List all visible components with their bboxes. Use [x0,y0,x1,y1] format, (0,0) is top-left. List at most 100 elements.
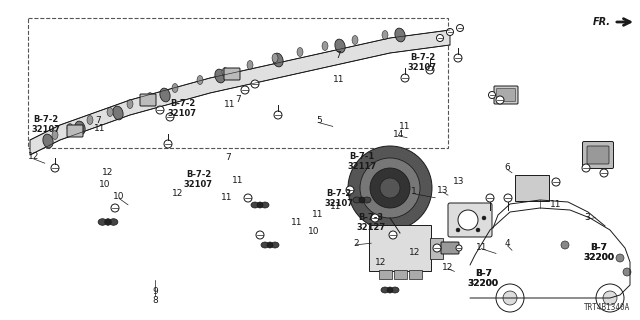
Circle shape [603,291,617,305]
Ellipse shape [147,92,153,101]
Text: 11: 11 [333,75,345,84]
Ellipse shape [43,134,53,148]
Circle shape [616,254,624,262]
Ellipse shape [322,42,328,51]
Text: B-7-2
32107: B-7-2 32107 [31,115,61,134]
Text: 3: 3 [585,213,590,222]
Ellipse shape [391,287,399,293]
FancyBboxPatch shape [587,146,609,164]
Circle shape [401,74,409,82]
Text: 12: 12 [102,168,113,177]
Circle shape [105,219,111,225]
Circle shape [561,241,569,249]
Circle shape [51,164,59,172]
Text: 11: 11 [399,122,411,131]
FancyBboxPatch shape [494,86,518,104]
Text: B-7-2
32107: B-7-2 32107 [184,170,213,189]
FancyBboxPatch shape [408,269,422,278]
Ellipse shape [75,121,85,135]
Polygon shape [30,30,450,155]
Circle shape [371,214,379,222]
Circle shape [436,35,444,42]
Text: 10: 10 [113,192,125,201]
Circle shape [267,242,273,248]
Ellipse shape [272,53,278,62]
Circle shape [241,86,249,94]
Ellipse shape [382,30,388,39]
Circle shape [370,168,410,208]
Circle shape [503,291,517,305]
Text: 11: 11 [221,193,233,202]
Circle shape [389,231,397,239]
FancyBboxPatch shape [394,269,406,278]
FancyBboxPatch shape [67,125,83,137]
Text: B-7-2
32107: B-7-2 32107 [168,99,197,118]
FancyBboxPatch shape [497,89,515,101]
Circle shape [166,113,174,121]
Text: B-7-3
32127: B-7-3 32127 [356,213,386,232]
Circle shape [456,245,462,251]
Text: 2: 2 [354,239,359,248]
Circle shape [111,204,119,212]
Text: 5: 5 [316,116,321,125]
Circle shape [458,210,478,230]
Ellipse shape [197,76,203,84]
Text: 10: 10 [99,180,110,189]
Circle shape [623,268,631,276]
Circle shape [488,92,495,99]
Ellipse shape [261,202,269,208]
Ellipse shape [113,106,123,120]
Ellipse shape [98,219,107,225]
Text: 7: 7 [335,52,340,60]
Text: 14: 14 [393,130,404,139]
Text: 12: 12 [375,258,387,267]
Text: B-7-1
32117: B-7-1 32117 [347,152,376,171]
Text: 8: 8 [152,296,157,305]
Circle shape [156,106,164,114]
Ellipse shape [381,287,389,293]
Circle shape [456,25,463,31]
FancyBboxPatch shape [140,94,156,106]
Circle shape [582,164,590,172]
Text: B-7
32200: B-7 32200 [468,269,499,288]
Text: 12: 12 [409,248,420,257]
Text: 11: 11 [550,200,561,209]
Circle shape [164,140,172,148]
Text: 10: 10 [308,228,319,236]
Text: B-7-2
32107: B-7-2 32107 [408,53,437,72]
Circle shape [251,80,259,88]
Ellipse shape [251,202,259,208]
Circle shape [387,287,393,293]
Text: 11: 11 [291,218,302,227]
Text: 4: 4 [505,239,510,248]
Text: 7: 7 [236,95,241,104]
Ellipse shape [353,197,361,203]
Circle shape [274,111,282,119]
FancyBboxPatch shape [441,242,459,254]
Circle shape [359,197,365,203]
Circle shape [360,158,420,218]
FancyBboxPatch shape [378,269,392,278]
Text: 6: 6 [505,164,510,172]
Text: TRT4B1340A: TRT4B1340A [584,303,630,312]
Circle shape [454,54,462,62]
Text: 11: 11 [94,124,106,133]
Circle shape [504,194,512,202]
Circle shape [496,284,524,312]
Ellipse shape [160,88,170,102]
Text: 13: 13 [437,186,449,195]
Ellipse shape [107,108,113,116]
Text: 12: 12 [172,189,184,198]
Circle shape [596,284,624,312]
Circle shape [496,96,504,104]
Ellipse shape [273,53,283,67]
Ellipse shape [222,68,228,76]
Ellipse shape [352,36,358,44]
Ellipse shape [67,124,73,132]
Text: 12: 12 [28,152,40,161]
Text: 7: 7 [95,116,100,125]
Ellipse shape [215,69,225,83]
Circle shape [256,231,264,239]
Text: B-7
32200: B-7 32200 [468,269,499,288]
FancyBboxPatch shape [369,225,431,271]
